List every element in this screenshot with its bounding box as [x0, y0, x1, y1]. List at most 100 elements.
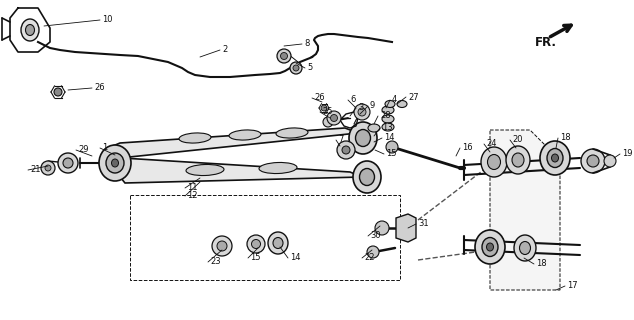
- Ellipse shape: [385, 100, 395, 108]
- Ellipse shape: [186, 164, 224, 176]
- Text: 30: 30: [370, 231, 380, 241]
- Text: 16: 16: [462, 143, 472, 153]
- Text: 7: 7: [338, 135, 344, 145]
- Circle shape: [41, 161, 55, 175]
- Text: 18: 18: [560, 133, 571, 142]
- Text: 5: 5: [307, 63, 313, 73]
- Text: 9: 9: [370, 101, 375, 110]
- Ellipse shape: [488, 155, 500, 170]
- Ellipse shape: [552, 154, 559, 162]
- Circle shape: [604, 155, 616, 167]
- Polygon shape: [108, 158, 362, 183]
- Text: 14: 14: [290, 253, 301, 262]
- Ellipse shape: [506, 146, 530, 174]
- Ellipse shape: [99, 145, 131, 181]
- Text: 1: 1: [102, 143, 107, 153]
- Circle shape: [217, 241, 227, 251]
- Circle shape: [54, 88, 62, 96]
- Ellipse shape: [179, 133, 211, 143]
- Ellipse shape: [229, 130, 261, 140]
- Text: 17: 17: [567, 282, 578, 291]
- Ellipse shape: [486, 243, 493, 251]
- Circle shape: [354, 104, 370, 120]
- Ellipse shape: [481, 147, 507, 177]
- Circle shape: [337, 141, 355, 159]
- Circle shape: [386, 141, 398, 153]
- Text: 3: 3: [358, 103, 363, 113]
- Text: 21: 21: [30, 165, 41, 174]
- Text: 31: 31: [418, 220, 429, 228]
- Circle shape: [280, 52, 287, 60]
- Text: 28: 28: [380, 111, 391, 121]
- Text: 25: 25: [322, 108, 332, 116]
- Text: 8: 8: [304, 39, 309, 49]
- Circle shape: [367, 246, 379, 258]
- Text: 18: 18: [536, 260, 547, 268]
- Ellipse shape: [547, 148, 563, 167]
- Ellipse shape: [25, 25, 34, 36]
- Circle shape: [63, 158, 73, 168]
- Ellipse shape: [382, 115, 394, 123]
- Ellipse shape: [356, 130, 370, 147]
- Ellipse shape: [106, 153, 124, 173]
- Polygon shape: [490, 130, 560, 290]
- Polygon shape: [108, 128, 358, 158]
- Ellipse shape: [21, 19, 39, 41]
- Ellipse shape: [359, 169, 375, 186]
- Circle shape: [212, 236, 232, 256]
- Circle shape: [330, 115, 337, 122]
- Circle shape: [581, 149, 605, 173]
- Text: 2: 2: [222, 45, 227, 54]
- Circle shape: [252, 239, 261, 249]
- Circle shape: [45, 165, 51, 171]
- Text: 15: 15: [386, 149, 396, 158]
- Circle shape: [327, 111, 341, 125]
- Text: FR.: FR.: [535, 36, 557, 49]
- Ellipse shape: [259, 163, 297, 173]
- Circle shape: [323, 117, 333, 127]
- Ellipse shape: [482, 237, 498, 257]
- Ellipse shape: [273, 237, 283, 249]
- Circle shape: [58, 153, 78, 173]
- Text: 14: 14: [384, 133, 394, 142]
- Circle shape: [358, 108, 366, 116]
- Circle shape: [293, 65, 299, 71]
- Ellipse shape: [382, 106, 394, 114]
- Ellipse shape: [397, 100, 407, 108]
- Text: 12: 12: [187, 191, 198, 201]
- Ellipse shape: [353, 161, 381, 193]
- Ellipse shape: [276, 128, 308, 138]
- Text: 26: 26: [314, 93, 325, 102]
- Ellipse shape: [514, 235, 536, 261]
- Text: 20: 20: [512, 135, 522, 145]
- Text: 19: 19: [622, 149, 633, 158]
- Ellipse shape: [368, 124, 380, 132]
- Ellipse shape: [519, 242, 531, 254]
- Text: 27: 27: [408, 92, 418, 101]
- Circle shape: [587, 155, 599, 167]
- Text: 11: 11: [187, 183, 198, 193]
- Text: 26: 26: [94, 84, 105, 92]
- Ellipse shape: [382, 123, 394, 131]
- Circle shape: [375, 221, 389, 235]
- Circle shape: [321, 105, 327, 111]
- Circle shape: [342, 146, 350, 154]
- Text: 24: 24: [486, 140, 496, 148]
- Text: 23: 23: [210, 258, 221, 267]
- Ellipse shape: [475, 230, 505, 264]
- Ellipse shape: [268, 232, 288, 254]
- Circle shape: [247, 235, 265, 253]
- Text: 4: 4: [392, 95, 398, 105]
- Text: 10: 10: [102, 15, 112, 25]
- Ellipse shape: [540, 141, 570, 175]
- Polygon shape: [396, 214, 416, 242]
- Text: 15: 15: [250, 253, 261, 262]
- Ellipse shape: [512, 153, 524, 167]
- Ellipse shape: [349, 122, 377, 154]
- Circle shape: [277, 49, 291, 63]
- Ellipse shape: [112, 159, 119, 167]
- Text: 13: 13: [382, 124, 392, 132]
- Text: 29: 29: [78, 146, 89, 155]
- Text: 22: 22: [364, 253, 375, 262]
- Circle shape: [290, 62, 302, 74]
